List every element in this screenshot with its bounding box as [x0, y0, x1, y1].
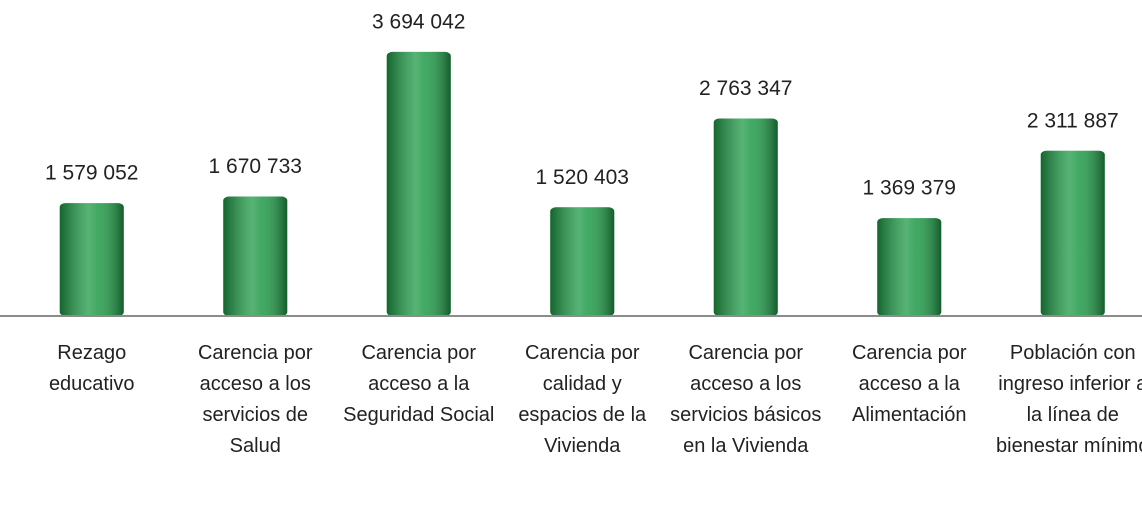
x-tick-label: Carencia por calidad y espacios de la Vi… [518, 342, 647, 457]
x-tick-label: Carencia por acceso a la Seguridad Socia… [343, 342, 495, 426]
value-label: 1 520 403 [536, 166, 629, 189]
bar-shine [386, 51, 451, 317]
x-tick-label: Carencia por acceso a la Alimentación [851, 342, 967, 426]
value-label: 2 311 887 [1027, 109, 1119, 132]
bar-shine [223, 196, 288, 316]
bar-shine [550, 207, 615, 316]
x-tick-label: Carencia por acceso a los servicios de S… [197, 342, 313, 457]
value-label: 2 763 347 [699, 77, 792, 100]
value-label: 1 369 379 [863, 177, 956, 200]
bar-shine [1040, 150, 1105, 316]
x-tick-label: Carencia por acceso a los servicios bási… [670, 342, 822, 457]
x-tick-label: Rezago educativo [48, 342, 135, 395]
bar-shine [877, 218, 942, 316]
value-label: 3 694 042 [372, 10, 465, 33]
bar-shine [713, 118, 778, 316]
bar-shine [59, 203, 124, 316]
x-tick-label: Población con ingreso inferior a la líne… [996, 342, 1142, 457]
value-label: 1 670 733 [209, 155, 302, 178]
value-label: 1 579 052 [45, 162, 138, 185]
